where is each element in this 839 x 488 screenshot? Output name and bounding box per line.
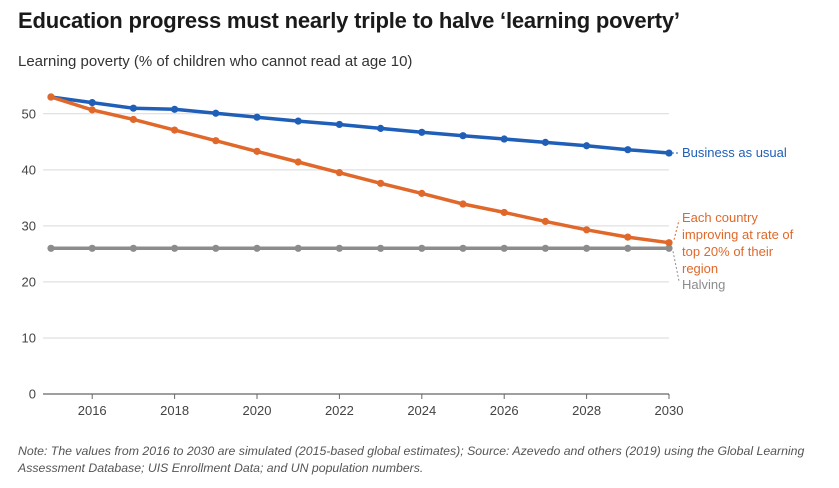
- x-tick-label: 2024: [407, 403, 436, 418]
- data-point: [541, 244, 550, 252]
- data-point: [418, 244, 426, 252]
- x-tick-label: 2022: [325, 403, 354, 418]
- data-point: [129, 244, 137, 252]
- series-label-line: region: [682, 261, 718, 276]
- data-point: [47, 244, 55, 252]
- data-point: [253, 113, 261, 121]
- data-point: [212, 137, 220, 145]
- data-point: [171, 105, 179, 113]
- data-point: [459, 200, 467, 208]
- data-point: [212, 109, 220, 117]
- y-axis-ticks: 0 10 20 30 40 50: [22, 106, 36, 401]
- data-point: [294, 244, 302, 252]
- data-point: [624, 146, 632, 154]
- data-point: [88, 244, 96, 252]
- data-point: [665, 239, 673, 247]
- label-leader: [673, 219, 680, 240]
- data-point: [129, 115, 137, 124]
- data-point: [335, 169, 343, 177]
- y-tick-label: 20: [22, 274, 36, 289]
- data-point: [335, 244, 343, 252]
- y-tick-label: 30: [22, 218, 36, 233]
- source-note: Note: The values from 2016 to 2030 are s…: [18, 444, 805, 475]
- data-point: [377, 124, 385, 132]
- data-point: [459, 244, 467, 252]
- series-label: Halving: [682, 277, 725, 292]
- data-point: [212, 244, 220, 252]
- data-point: [665, 244, 673, 252]
- data-point: [500, 135, 508, 143]
- data-point: [253, 244, 261, 252]
- data-point: [294, 117, 302, 125]
- series-lines: [47, 93, 673, 252]
- y-tick-label: 50: [22, 106, 36, 121]
- x-axis-ticks: 2016 2018 2020 2022 2024 2026 2028 2030: [78, 394, 684, 418]
- x-tick-label: 2020: [243, 403, 272, 418]
- x-tick-label: 2016: [78, 403, 107, 418]
- label-leader: [672, 251, 680, 282]
- data-point: [129, 104, 137, 112]
- data-point: [624, 244, 632, 252]
- data-point: [541, 217, 550, 226]
- data-point: [88, 99, 96, 107]
- data-point: [294, 158, 302, 166]
- series-label-line: Each country: [682, 210, 758, 225]
- series-label-line: top 20% of their: [682, 244, 774, 259]
- series-labels: Business as usual Each country improving a…: [672, 145, 794, 292]
- data-point: [171, 244, 179, 252]
- data-point: [459, 132, 467, 140]
- data-point: [418, 189, 426, 197]
- data-point: [377, 244, 385, 252]
- data-point: [88, 106, 96, 114]
- data-point: [377, 179, 385, 187]
- chart-title: Education progress must nearly triple to…: [18, 8, 680, 33]
- data-point: [47, 93, 55, 101]
- data-point: [665, 149, 673, 157]
- chart-subtitle: Learning poverty (% of children who cann…: [18, 53, 413, 70]
- data-point: [500, 244, 508, 252]
- gridlines: [43, 113, 669, 395]
- data-point: [171, 126, 179, 134]
- data-point: [418, 128, 426, 136]
- series-label: Business as usual: [682, 145, 787, 160]
- data-point: [583, 142, 591, 150]
- x-tick-label: 2026: [490, 403, 519, 418]
- series-line: [49, 95, 671, 155]
- y-tick-label: 10: [22, 330, 36, 345]
- series-label-line: improving at rate of: [682, 227, 794, 242]
- series-line: [49, 95, 671, 245]
- data-point: [253, 147, 261, 155]
- x-tick-label: 2030: [655, 403, 684, 418]
- data-point: [541, 138, 550, 146]
- y-tick-label: 40: [22, 162, 36, 177]
- x-tick-label: 2018: [160, 403, 189, 418]
- data-point: [500, 208, 508, 217]
- data-point: [583, 226, 591, 234]
- data-point: [335, 120, 343, 129]
- data-point: [624, 233, 632, 241]
- x-tick-label: 2028: [572, 403, 601, 418]
- data-point: [583, 244, 591, 252]
- y-tick-label: 0: [29, 387, 36, 402]
